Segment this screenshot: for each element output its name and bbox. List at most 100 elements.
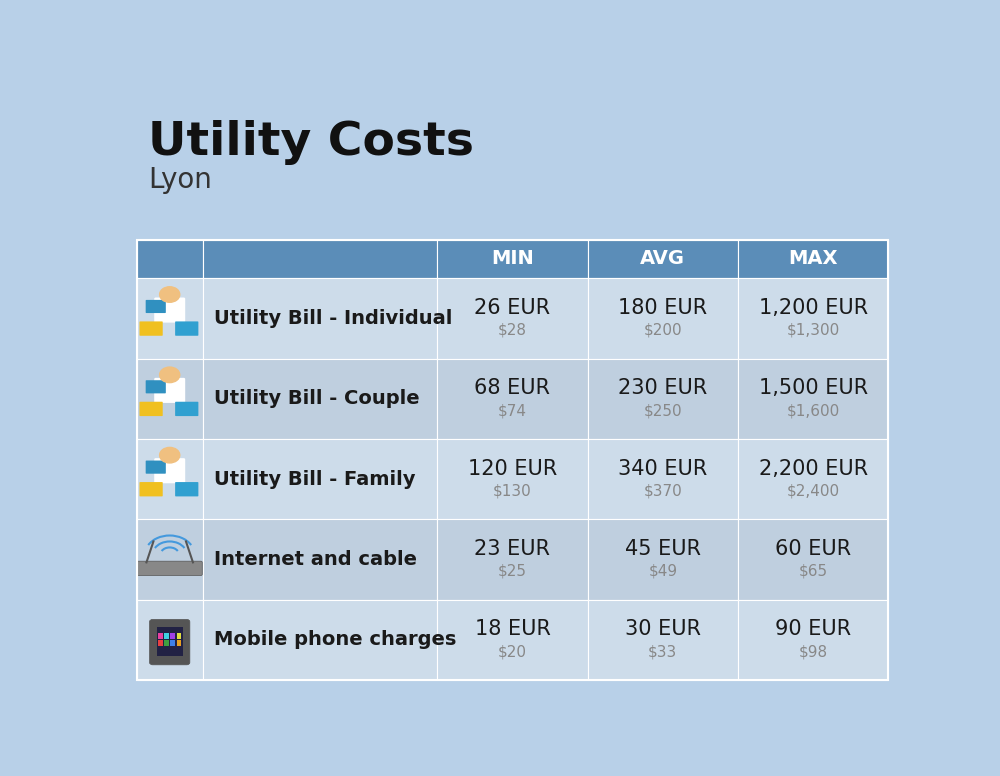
Text: $49: $49 [648, 564, 677, 579]
Bar [177, 633, 181, 639]
Bar [437, 600, 588, 680]
Bar [738, 240, 888, 279]
Text: $98: $98 [799, 644, 828, 660]
Bar [203, 279, 437, 359]
Text: $2,400: $2,400 [787, 483, 840, 499]
Text: MIN: MIN [491, 249, 534, 268]
Bar [157, 626, 183, 656]
FancyBboxPatch shape [146, 380, 166, 393]
Bar [203, 519, 437, 600]
Bar [588, 279, 738, 359]
Bar [786, 617, 817, 662]
Text: $200: $200 [644, 323, 682, 338]
Text: 30 EUR: 30 EUR [625, 619, 701, 639]
FancyBboxPatch shape [139, 402, 163, 416]
FancyBboxPatch shape [154, 458, 185, 483]
Bar [437, 240, 588, 279]
Text: 60 EUR: 60 EUR [775, 539, 851, 559]
Bar [588, 519, 738, 600]
Text: $74: $74 [498, 404, 527, 418]
FancyBboxPatch shape [137, 561, 202, 576]
Circle shape [160, 367, 180, 383]
Bar [847, 617, 878, 662]
FancyBboxPatch shape [175, 482, 198, 497]
Bar [170, 640, 175, 646]
Text: AVG: AVG [640, 249, 685, 268]
Text: 230 EUR: 230 EUR [618, 379, 707, 398]
Text: $130: $130 [493, 483, 532, 499]
Text: $28: $28 [498, 323, 527, 338]
Text: Utility Costs: Utility Costs [148, 120, 474, 165]
Bar [437, 359, 588, 439]
Text: 23 EUR: 23 EUR [475, 539, 550, 559]
FancyBboxPatch shape [146, 300, 166, 313]
Bar [164, 633, 169, 639]
Bar [137, 240, 203, 279]
Circle shape [160, 287, 180, 303]
Bar [158, 633, 163, 639]
Bar [203, 240, 437, 279]
Bar [437, 279, 588, 359]
Text: 1,200 EUR: 1,200 EUR [759, 298, 868, 318]
Text: Utility Bill - Individual: Utility Bill - Individual [214, 309, 452, 328]
Text: $1,600: $1,600 [787, 404, 840, 418]
Bar [164, 640, 169, 646]
Bar [203, 359, 437, 439]
FancyBboxPatch shape [154, 378, 185, 403]
Bar [738, 279, 888, 359]
Bar [177, 640, 181, 646]
Bar [137, 359, 203, 439]
Bar [738, 519, 888, 600]
Text: 1,500 EUR: 1,500 EUR [759, 379, 868, 398]
Bar [203, 439, 437, 519]
Bar [738, 359, 888, 439]
Bar [158, 640, 163, 646]
Bar [588, 600, 738, 680]
Text: 45 EUR: 45 EUR [625, 539, 701, 559]
FancyBboxPatch shape [175, 402, 198, 416]
Text: $1,300: $1,300 [787, 323, 840, 338]
FancyBboxPatch shape [150, 619, 190, 665]
Text: 2,200 EUR: 2,200 EUR [759, 459, 868, 479]
Bar [137, 279, 203, 359]
Text: Lyon: Lyon [148, 166, 212, 194]
Text: $20: $20 [498, 644, 527, 660]
Text: Mobile phone charges: Mobile phone charges [214, 630, 456, 650]
Bar [203, 600, 437, 680]
Bar [738, 439, 888, 519]
Bar [137, 240, 888, 680]
Text: $370: $370 [643, 483, 682, 499]
Text: $33: $33 [648, 644, 677, 660]
Text: 180 EUR: 180 EUR [618, 298, 707, 318]
Bar [588, 439, 738, 519]
FancyBboxPatch shape [146, 460, 166, 473]
Text: 120 EUR: 120 EUR [468, 459, 557, 479]
Bar [437, 519, 588, 600]
Bar [437, 439, 588, 519]
Text: 18 EUR: 18 EUR [475, 619, 550, 639]
Bar [817, 617, 847, 662]
FancyBboxPatch shape [139, 482, 163, 497]
Text: $250: $250 [644, 404, 682, 418]
FancyBboxPatch shape [139, 321, 163, 336]
Bar [588, 240, 738, 279]
FancyBboxPatch shape [154, 297, 185, 323]
Text: 26 EUR: 26 EUR [474, 298, 551, 318]
Text: 340 EUR: 340 EUR [618, 459, 707, 479]
Circle shape [160, 448, 180, 463]
Bar [137, 439, 203, 519]
Text: 90 EUR: 90 EUR [775, 619, 851, 639]
Text: MAX: MAX [788, 249, 838, 268]
Text: Internet and cable: Internet and cable [214, 550, 417, 569]
Bar [170, 633, 175, 639]
Text: $25: $25 [498, 564, 527, 579]
Text: 68 EUR: 68 EUR [475, 379, 550, 398]
Bar [137, 519, 203, 600]
Text: Utility Bill - Family: Utility Bill - Family [214, 469, 416, 489]
Bar [738, 600, 888, 680]
FancyBboxPatch shape [175, 321, 198, 336]
Bar [588, 359, 738, 439]
Bar [137, 600, 203, 680]
Text: Utility Bill - Couple: Utility Bill - Couple [214, 390, 420, 408]
Text: $65: $65 [799, 564, 828, 579]
